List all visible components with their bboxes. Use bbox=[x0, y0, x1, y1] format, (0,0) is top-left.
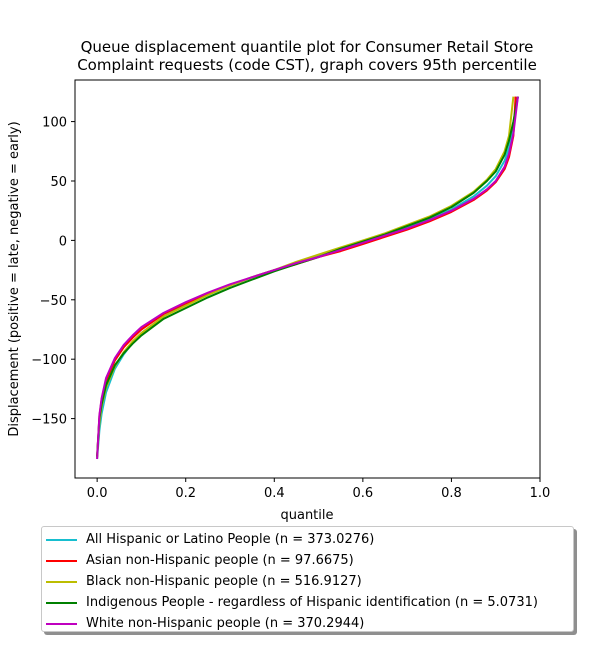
series-line bbox=[96, 96, 519, 457]
x-tick-label: 0.2 bbox=[175, 486, 196, 501]
legend-swatch bbox=[46, 559, 77, 562]
y-tick-label: 0 bbox=[59, 234, 67, 249]
y-axis: 100 50 0 −50 −100 −150 bbox=[31, 116, 75, 428]
legend-item: Black non-Hispanic people (n = 516.9127) bbox=[42, 571, 573, 592]
y-axis-label: Displacement (positive = late, negative … bbox=[7, 121, 22, 436]
y-tick-label: −50 bbox=[40, 294, 67, 309]
legend: All Hispanic or Latino People (n = 373.0… bbox=[41, 526, 574, 632]
x-tick-label: 0.4 bbox=[264, 486, 285, 501]
legend-label: Asian non-Hispanic people (n = 97.6675) bbox=[86, 553, 354, 568]
y-tick-label: 50 bbox=[50, 175, 67, 190]
legend-swatch bbox=[46, 601, 77, 604]
x-tick-label: 0.8 bbox=[441, 486, 462, 501]
chart-title: Queue displacement quantile plot for Con… bbox=[81, 38, 534, 56]
legend-swatch bbox=[46, 538, 77, 541]
y-tick-label: −100 bbox=[31, 353, 67, 368]
series-line bbox=[96, 96, 515, 458]
legend-label: Indigenous People - regardless of Hispan… bbox=[86, 595, 538, 610]
y-tick-label: −150 bbox=[31, 413, 67, 428]
x-axis: 0.0 0.2 0.4 0.6 0.8 1.0 bbox=[87, 478, 551, 501]
legend-label: All Hispanic or Latino People (n = 373.0… bbox=[86, 532, 375, 547]
series-line bbox=[96, 96, 519, 460]
legend-item: Asian non-Hispanic people (n = 97.6675) bbox=[42, 550, 573, 571]
x-axis-label: quantile bbox=[280, 508, 333, 523]
chart-subtitle: Complaint requests (code CST), graph cov… bbox=[77, 56, 537, 74]
x-tick-label: 0.0 bbox=[87, 486, 108, 501]
x-tick-label: 1.0 bbox=[530, 486, 551, 501]
plot-lines bbox=[96, 96, 519, 460]
legend-label: White non-Hispanic people (n = 370.2944) bbox=[86, 616, 365, 631]
legend-swatch bbox=[46, 580, 77, 583]
legend-item: Indigenous People - regardless of Hispan… bbox=[42, 592, 573, 613]
legend-item: White non-Hispanic people (n = 370.2944) bbox=[42, 613, 573, 634]
x-tick-label: 0.6 bbox=[353, 486, 374, 501]
plot-area-frame bbox=[74, 79, 541, 479]
series-line bbox=[96, 96, 517, 457]
legend-label: Black non-Hispanic people (n = 516.9127) bbox=[86, 574, 362, 589]
y-tick-label: 100 bbox=[42, 116, 67, 131]
legend-swatch bbox=[46, 622, 77, 625]
series-line bbox=[96, 96, 519, 460]
legend-item: All Hispanic or Latino People (n = 373.0… bbox=[42, 529, 573, 550]
